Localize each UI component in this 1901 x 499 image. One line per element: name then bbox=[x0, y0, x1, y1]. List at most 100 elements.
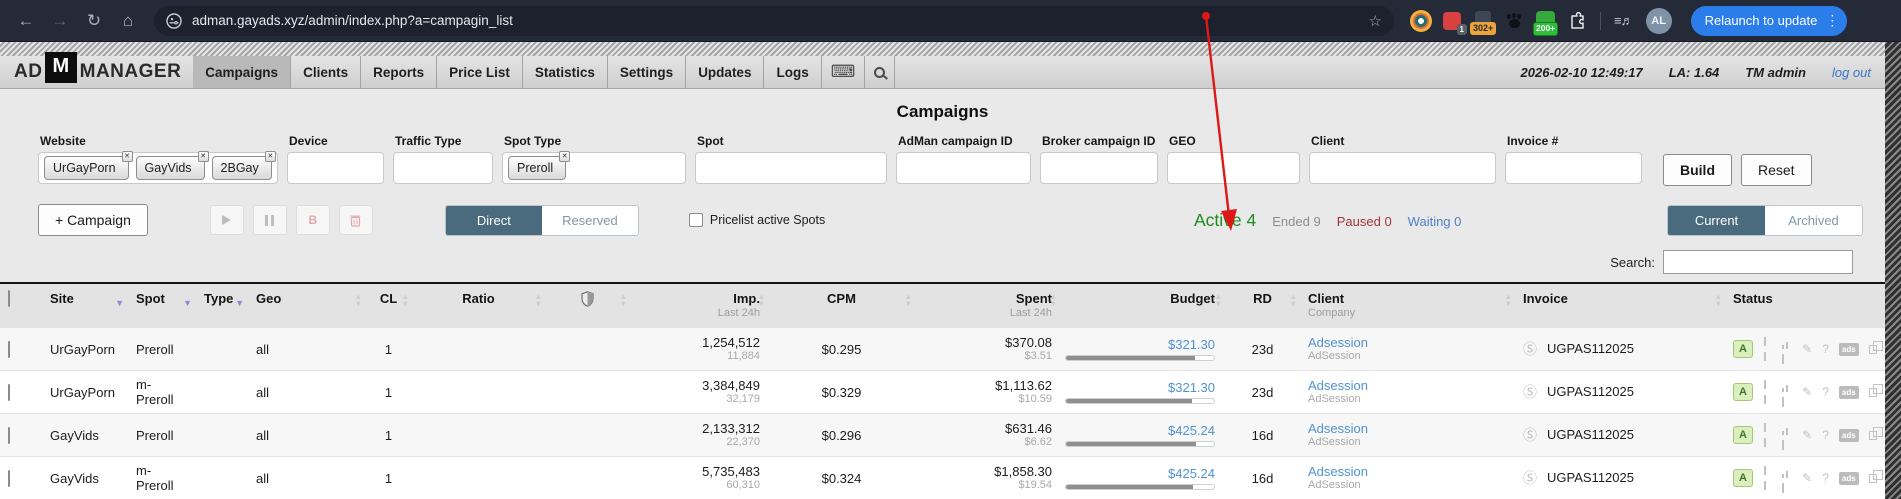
nav-statistics[interactable]: Statistics bbox=[523, 56, 608, 88]
row-checkbox[interactable] bbox=[8, 383, 10, 401]
archived-tab[interactable]: Archived bbox=[1765, 205, 1862, 235]
stats-icon[interactable] bbox=[1781, 420, 1792, 450]
logout-link[interactable]: log out bbox=[1831, 64, 1871, 80]
address-bar[interactable]: adman.gayads.xyz/admin/index.php?a=campa… bbox=[154, 5, 1394, 36]
blocker-extension-icon[interactable]: 302+ bbox=[1470, 10, 1497, 35]
col-spot[interactable]: Spot ▼ bbox=[128, 283, 196, 328]
col-invoice[interactable]: Invoice ▲ ▼ bbox=[1515, 283, 1725, 328]
adman-campaign-id-input[interactable] bbox=[896, 152, 1031, 184]
loom-extension-icon[interactable] bbox=[1410, 9, 1432, 32]
row-checkbox[interactable] bbox=[8, 426, 10, 444]
spot-type-filter-input[interactable]: Preroll ✕ bbox=[502, 151, 686, 184]
col-ratio[interactable]: Ratio ▲ ▼ bbox=[412, 283, 545, 328]
ads-icon[interactable]: ads bbox=[1838, 428, 1859, 442]
client-link[interactable]: Adsession bbox=[1308, 335, 1368, 350]
geo-filter-input[interactable] bbox=[1167, 152, 1300, 184]
select-all-checkbox[interactable] bbox=[8, 290, 10, 307]
red-extension-icon[interactable]: 1 bbox=[1441, 10, 1467, 35]
external-link-icon[interactable] bbox=[1868, 469, 1884, 483]
info-icon[interactable]: ? bbox=[1822, 471, 1829, 485]
info-icon[interactable]: ? bbox=[1822, 342, 1829, 356]
nav-campaigns[interactable]: Campaigns bbox=[193, 56, 292, 88]
play-button[interactable] bbox=[209, 205, 244, 235]
client-link[interactable]: Adsession bbox=[1308, 464, 1368, 479]
browser-menu-icon[interactable]: ⋮ bbox=[1825, 12, 1840, 28]
nav-updates[interactable]: Updates bbox=[686, 56, 765, 88]
stats-icon[interactable] bbox=[1781, 334, 1792, 364]
stats-icon[interactable] bbox=[1781, 463, 1792, 493]
nav-settings[interactable]: Settings bbox=[608, 56, 687, 88]
col-client[interactable]: Client Company ▲ ▼ bbox=[1300, 283, 1515, 328]
ads-icon[interactable]: ads bbox=[1838, 385, 1859, 399]
spot-filter-input[interactable] bbox=[695, 152, 887, 184]
client-filter-input[interactable] bbox=[1309, 152, 1496, 184]
reset-button[interactable]: Reset bbox=[1741, 154, 1812, 186]
search-input[interactable] bbox=[1663, 250, 1853, 274]
col-cpm[interactable]: CPM ▲ ▼ bbox=[768, 283, 915, 328]
nav-price-list[interactable]: Price List bbox=[437, 56, 523, 88]
website-filter-input[interactable]: UrGayPorn ✕ GayVids ✕ 2BGay ✕ bbox=[38, 151, 278, 184]
nav-reports[interactable]: Reports bbox=[361, 56, 438, 88]
keyboard-icon[interactable]: ⌨ bbox=[822, 56, 866, 88]
stats-icon[interactable] bbox=[1781, 377, 1792, 407]
edit-icon[interactable]: ✎ bbox=[1802, 471, 1813, 485]
remove-tag-icon[interactable]: ✕ bbox=[264, 151, 276, 162]
edit-icon[interactable]: ✎ bbox=[1802, 342, 1813, 356]
bookmark-star-icon[interactable]: ☆ bbox=[1368, 12, 1382, 30]
device-filter-input[interactable] bbox=[287, 152, 384, 184]
direct-tab[interactable]: Direct bbox=[445, 205, 542, 235]
refresh-icon[interactable]: ↻ bbox=[86, 10, 102, 30]
back-icon[interactable]: ← bbox=[17, 10, 35, 30]
col-site[interactable]: Site ▼ bbox=[42, 283, 128, 328]
ads-icon[interactable]: ads bbox=[1838, 342, 1859, 356]
forward-icon[interactable]: → bbox=[51, 10, 69, 30]
playlist-icon[interactable]: ≡♬ bbox=[1614, 13, 1634, 28]
col-type[interactable]: Type ▼ bbox=[196, 283, 248, 328]
delete-button[interactable] bbox=[338, 205, 373, 235]
traffic-type-filter-input[interactable] bbox=[393, 152, 493, 184]
build-button[interactable]: Build bbox=[1663, 154, 1732, 186]
ads-icon[interactable]: ads bbox=[1838, 471, 1859, 485]
remove-tag-icon[interactable]: ✕ bbox=[197, 151, 209, 162]
nav-clients[interactable]: Clients bbox=[291, 56, 362, 88]
client-link[interactable]: Adsession bbox=[1308, 421, 1368, 436]
budget-link[interactable]: $425.24 bbox=[1168, 423, 1215, 438]
row-checkbox[interactable] bbox=[8, 340, 10, 358]
broker-button[interactable]: B bbox=[295, 205, 330, 235]
col-imp[interactable]: Imp. Last 24h ▲ ▼ bbox=[630, 283, 768, 328]
invoice-filter-input[interactable] bbox=[1505, 152, 1642, 184]
info-icon[interactable]: ? bbox=[1822, 428, 1829, 442]
budget-link[interactable]: $321.30 bbox=[1168, 337, 1215, 352]
paw-extension-icon[interactable] bbox=[1503, 10, 1525, 32]
pricelist-checkbox[interactable] bbox=[688, 213, 703, 227]
url-text[interactable]: adman.gayads.xyz/admin/index.php?a=campa… bbox=[192, 13, 513, 28]
pause-icon[interactable] bbox=[1763, 377, 1771, 407]
pause-icon[interactable] bbox=[1763, 334, 1771, 364]
pause-icon[interactable] bbox=[1763, 420, 1771, 450]
info-icon[interactable]: ? bbox=[1822, 385, 1829, 399]
pause-icon[interactable] bbox=[1763, 463, 1771, 493]
budget-link[interactable]: $425.24 bbox=[1168, 466, 1215, 481]
relaunch-button[interactable]: Relaunch to update ⋮ bbox=[1690, 5, 1848, 36]
broker-campaign-id-input[interactable] bbox=[1040, 152, 1158, 184]
client-link[interactable]: Adsession bbox=[1308, 378, 1368, 393]
col-geo[interactable]: Geo ▲ ▼ bbox=[248, 283, 365, 328]
add-campaign-button[interactable]: + Campaign bbox=[38, 204, 148, 236]
col-rd[interactable]: RD ▲ ▼ bbox=[1225, 283, 1300, 328]
external-link-icon[interactable] bbox=[1868, 426, 1884, 440]
remove-tag-icon[interactable]: ✕ bbox=[121, 151, 133, 162]
col-cl[interactable]: CL ▲ ▼ bbox=[365, 283, 412, 328]
remove-tag-icon[interactable]: ✕ bbox=[559, 151, 571, 162]
extensions-puzzle-icon[interactable] bbox=[1565, 10, 1587, 32]
edit-icon[interactable]: ✎ bbox=[1802, 385, 1813, 399]
col-budget[interactable]: Budget ▲ ▼ bbox=[1060, 283, 1225, 328]
home-icon[interactable]: ⌂ bbox=[122, 10, 134, 30]
site-info-icon[interactable] bbox=[166, 12, 182, 29]
external-link-icon[interactable] bbox=[1868, 340, 1884, 354]
green-extension-icon[interactable]: 200+ bbox=[1533, 10, 1559, 36]
row-checkbox[interactable] bbox=[8, 469, 10, 487]
external-link-icon[interactable] bbox=[1868, 383, 1884, 397]
reserved-tab[interactable]: Reserved bbox=[541, 205, 638, 235]
edit-icon[interactable]: ✎ bbox=[1802, 428, 1813, 442]
col-spent[interactable]: Spent Last 24h ▲ ▼ bbox=[915, 283, 1060, 328]
